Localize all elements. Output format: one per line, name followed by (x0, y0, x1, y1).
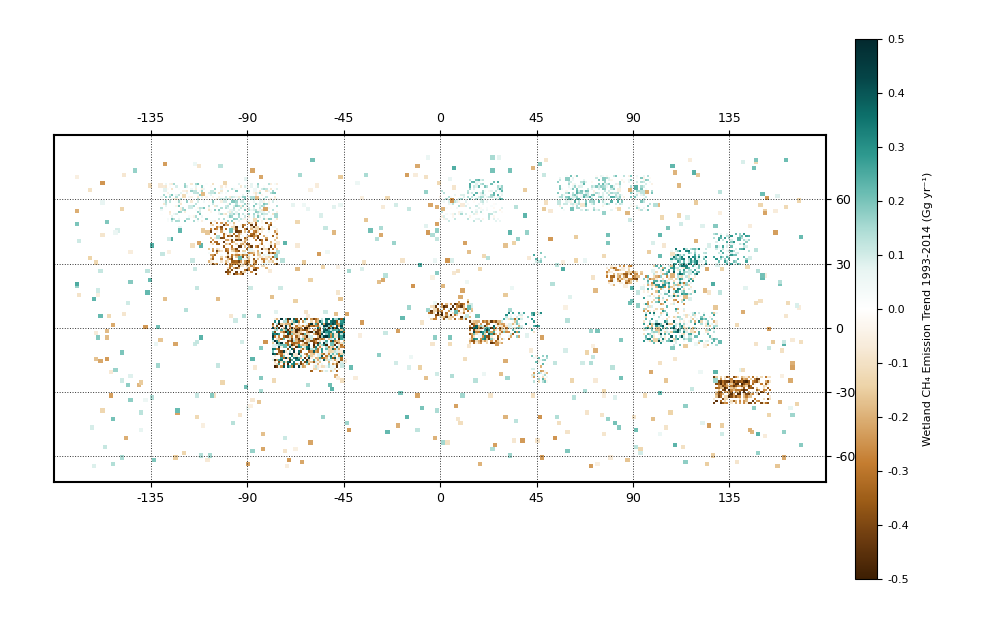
Y-axis label: Wetland CH₄ Emission Trend 1993-2014 (Gg yr⁻¹): Wetland CH₄ Emission Trend 1993-2014 (Gg… (923, 172, 933, 446)
